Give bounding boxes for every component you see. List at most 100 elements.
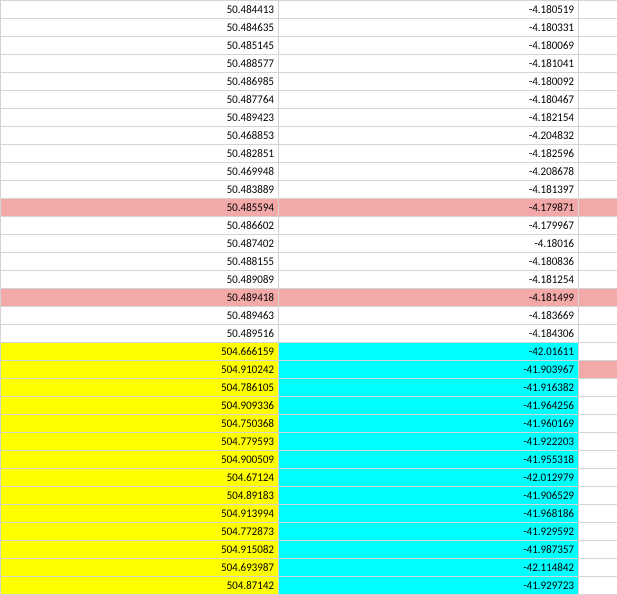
cell-col3[interactable] (579, 181, 617, 199)
cell-col2[interactable]: -4.204832 (279, 127, 579, 145)
table-row[interactable]: 50.489516-4.184306 (1, 325, 617, 343)
cell-col2[interactable]: -4.180836 (279, 253, 579, 271)
cell-col3[interactable] (579, 307, 617, 325)
cell-col3[interactable] (579, 559, 617, 577)
cell-col2[interactable]: -41.929723 (279, 577, 579, 595)
cell-col2[interactable]: -4.180467 (279, 91, 579, 109)
table-row[interactable]: 504.89183-41.906529 (1, 487, 617, 505)
table-row[interactable]: 504.67124-42.012979 (1, 469, 617, 487)
cell-col2[interactable]: -4.181499 (279, 289, 579, 307)
table-row[interactable]: 50.487402-4.18016 (1, 235, 617, 253)
table-row[interactable]: 50.489418-4.181499 (1, 289, 617, 307)
table-row[interactable]: 50.485145-4.180069 (1, 37, 617, 55)
table-row[interactable]: 504.87142-41.929723 (1, 577, 617, 595)
cell-col3[interactable] (579, 73, 617, 91)
table-row[interactable]: 504.915082-41.987357 (1, 541, 617, 559)
cell-col2[interactable]: -42.114842 (279, 559, 579, 577)
table-row[interactable]: 504.666159-42.01611 (1, 343, 617, 361)
spreadsheet-grid[interactable]: 50.484413-4.18051950.484635-4.18033150.4… (0, 0, 617, 595)
cell-col1[interactable]: 50.487402 (1, 235, 279, 253)
cell-col3[interactable] (579, 217, 617, 235)
cell-col3[interactable] (579, 379, 617, 397)
cell-col3[interactable] (579, 397, 617, 415)
cell-col1[interactable]: 50.483889 (1, 181, 279, 199)
cell-col2[interactable]: -4.182596 (279, 145, 579, 163)
cell-col3[interactable] (579, 433, 617, 451)
table-row[interactable]: 504.693987-42.114842 (1, 559, 617, 577)
cell-col1[interactable]: 504.913994 (1, 505, 279, 523)
cell-col1[interactable]: 504.900509 (1, 451, 279, 469)
cell-col1[interactable]: 504.750368 (1, 415, 279, 433)
cell-col3[interactable] (579, 361, 617, 379)
cell-col1[interactable]: 50.485594 (1, 199, 279, 217)
cell-col1[interactable]: 50.489089 (1, 271, 279, 289)
table-row[interactable]: 504.786105-41.916382 (1, 379, 617, 397)
cell-col1[interactable]: 50.489418 (1, 289, 279, 307)
cell-col1[interactable]: 50.468853 (1, 127, 279, 145)
table-row[interactable]: 50.484413-4.180519 (1, 1, 617, 19)
cell-col2[interactable]: -41.922203 (279, 433, 579, 451)
table-row[interactable]: 504.913994-41.968186 (1, 505, 617, 523)
cell-col2[interactable]: -4.179871 (279, 199, 579, 217)
cell-col1[interactable]: 50.486602 (1, 217, 279, 235)
table-row[interactable]: 50.488577-4.181041 (1, 55, 617, 73)
cell-col3[interactable] (579, 415, 617, 433)
cell-col2[interactable]: -4.180069 (279, 37, 579, 55)
table-row[interactable]: 504.779593-41.922203 (1, 433, 617, 451)
cell-col1[interactable]: 50.482851 (1, 145, 279, 163)
cell-col3[interactable] (579, 469, 617, 487)
cell-col2[interactable]: -42.012979 (279, 469, 579, 487)
table-row[interactable]: 504.910242-41.903967 (1, 361, 617, 379)
cell-col3[interactable] (579, 505, 617, 523)
cell-col2[interactable]: -4.18016 (279, 235, 579, 253)
cell-col3[interactable] (579, 343, 617, 361)
cell-col3[interactable] (579, 487, 617, 505)
table-row[interactable]: 504.750368-41.960169 (1, 415, 617, 433)
table-row[interactable]: 50.489089-4.181254 (1, 271, 617, 289)
cell-col2[interactable]: -4.184306 (279, 325, 579, 343)
cell-col2[interactable]: -41.929592 (279, 523, 579, 541)
cell-col1[interactable]: 504.910242 (1, 361, 279, 379)
cell-col1[interactable]: 50.486985 (1, 73, 279, 91)
cell-col1[interactable]: 504.786105 (1, 379, 279, 397)
cell-col1[interactable]: 504.87142 (1, 577, 279, 595)
cell-col1[interactable]: 504.909336 (1, 397, 279, 415)
cell-col3[interactable] (579, 109, 617, 127)
cell-col2[interactable]: -41.906529 (279, 487, 579, 505)
cell-col1[interactable]: 50.488155 (1, 253, 279, 271)
cell-col3[interactable] (579, 235, 617, 253)
cell-col3[interactable] (579, 325, 617, 343)
cell-col2[interactable]: -4.208678 (279, 163, 579, 181)
cell-col3[interactable] (579, 145, 617, 163)
cell-col3[interactable] (579, 541, 617, 559)
cell-col2[interactable]: -41.903967 (279, 361, 579, 379)
table-row[interactable]: 50.484635-4.180331 (1, 19, 617, 37)
cell-col3[interactable] (579, 55, 617, 73)
table-row[interactable]: 50.486985-4.180092 (1, 73, 617, 91)
cell-col2[interactable]: -42.01611 (279, 343, 579, 361)
table-row[interactable]: 50.468853-4.204832 (1, 127, 617, 145)
cell-col2[interactable]: -41.968186 (279, 505, 579, 523)
table-row[interactable]: 50.488155-4.180836 (1, 253, 617, 271)
cell-col1[interactable]: 504.89183 (1, 487, 279, 505)
table-row[interactable]: 50.489423-4.182154 (1, 109, 617, 127)
table-row[interactable]: 50.489463-4.183669 (1, 307, 617, 325)
table-row[interactable]: 504.772873-41.929592 (1, 523, 617, 541)
table-row[interactable]: 50.482851-4.182596 (1, 145, 617, 163)
cell-col2[interactable]: -4.182154 (279, 109, 579, 127)
cell-col2[interactable]: -4.181041 (279, 55, 579, 73)
cell-col3[interactable] (579, 271, 617, 289)
cell-col1[interactable]: 50.484635 (1, 19, 279, 37)
cell-col3[interactable] (579, 37, 617, 55)
cell-col3[interactable] (579, 451, 617, 469)
table-row[interactable]: 50.483889-4.181397 (1, 181, 617, 199)
cell-col2[interactable]: -41.964256 (279, 397, 579, 415)
table-row[interactable]: 50.486602-4.179967 (1, 217, 617, 235)
cell-col2[interactable]: -4.180092 (279, 73, 579, 91)
cell-col2[interactable]: -4.180331 (279, 19, 579, 37)
cell-col2[interactable]: -4.183669 (279, 307, 579, 325)
cell-col1[interactable]: 50.485145 (1, 37, 279, 55)
cell-col1[interactable]: 504.915082 (1, 541, 279, 559)
cell-col3[interactable] (579, 91, 617, 109)
cell-col2[interactable]: -4.181254 (279, 271, 579, 289)
